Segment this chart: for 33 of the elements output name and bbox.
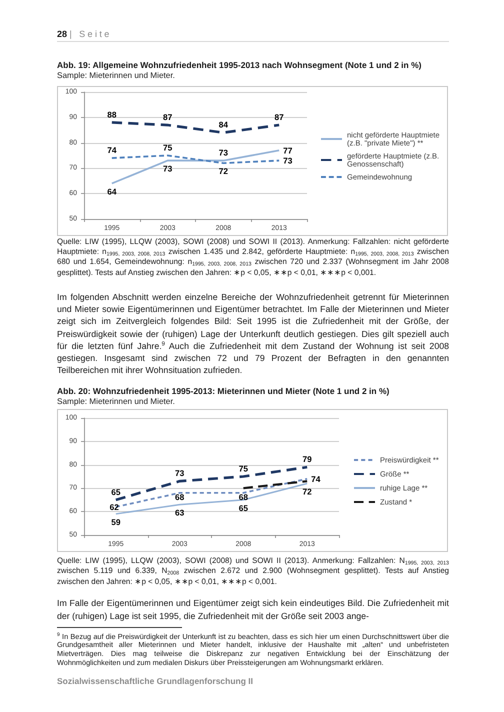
data-label: 79 [302, 454, 312, 464]
data-label: 72 [218, 166, 228, 176]
data-label: 74 [311, 474, 321, 484]
chart-subtitle: Sample: Mieterinnen und Mieter. [57, 396, 176, 407]
data-label: 59 [111, 516, 121, 527]
data-label: 68 [175, 492, 185, 502]
data-label: 64 [107, 186, 117, 196]
data-label: 72 [302, 486, 312, 497]
line-series [110, 154, 280, 164]
data-label: 73 [163, 164, 173, 174]
data-label: 73 [283, 156, 293, 166]
chart-title: Abb. 19: Allgemeine Wohnzufriedenheit 1995-2013 nach Wohnsegment (Note 1 und 2 in %) [57, 60, 422, 70]
data-label: 73 [175, 468, 185, 478]
text: Im Falle der Eigentümerinnen und Eigentümer zeigt sich kein eindeutiges Bild. Die Zufriedenheit mit der (ruhigen) Lage ist seit 1995, die Zufriedenheit mit der Größe seit 2003 ange- [57, 596, 449, 622]
data-label: 74 [107, 145, 117, 156]
data-label: 87 [274, 112, 284, 122]
data-label: 73 [218, 148, 228, 158]
data-label: 75 [238, 464, 248, 474]
data-label: 65 [111, 486, 121, 497]
data-label: 63 [175, 508, 185, 518]
text: Sozialwissenschaftliche Grundlagenforschung II [57, 676, 254, 686]
text: 28 | Seite [57, 28, 112, 38]
data-label: 68 [238, 492, 248, 502]
data-label: 77 [283, 145, 293, 156]
data-label: 75 [163, 142, 173, 152]
chart-subtitle: Sample: Mieterinnen und Mieter. [57, 70, 176, 81]
data-label: 87 [163, 112, 173, 122]
data-label: 65 [238, 502, 248, 513]
data-label: 62 [110, 502, 120, 512]
data-label: 88 [107, 109, 117, 120]
data-label: 84 [218, 120, 228, 130]
text: Im folgenden Abschnitt werden einzelne Bereiche der Wohnzufriedenheit getrennt für Mieterinnen und Mieter sowie Eigentümerinnen und Eigentümer betrachtet. Im Falle der Mieterinnen und Mieter zeigt sich im Zeitvergleich folgendes Bild: Seit 1995 ist die Zufriedenheit mit der Größe, der Preiswürdigkeit sowie der (ruhigen) Lage der Unterkunft deutlich gestiegen. Dies gilt speziell auch für die letzten fünf Jahre.$^{9}$ Auch die Zufriedenheit mit dem Zustand der Wohnung ist seit 2008 gestiegen. Insgesamt sind zwischen 72 und 79 Prozent der Befragten in den genannten Teilbereichen mit ihrer Wohnsituation zufrieden. [57, 292, 449, 376]
chart-title: Abb. 20: Wohnzufriedenheit 1995-2013: Mieterinnen und Mieter (Note 1 und 2 in %) [57, 386, 390, 396]
